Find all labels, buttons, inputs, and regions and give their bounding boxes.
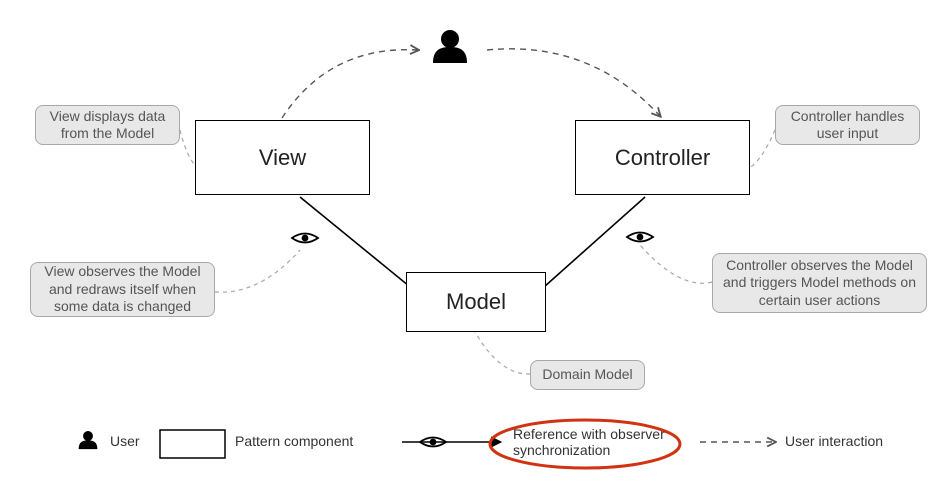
arrow-controller-to-model-eye-icon (627, 233, 653, 242)
mvc-diagram: View Controller Model View displays data fr… (0, 0, 950, 503)
legend-ref-wrap: Reference with observer synchronization (513, 426, 678, 458)
diagram-svg (0, 0, 950, 503)
legend-user-label: User (110, 433, 140, 449)
callout-ctrl_top-text: Controller handles user input (786, 108, 909, 143)
legend-pattern-wrap: Pattern component (235, 433, 353, 449)
node-model-label: Model (446, 289, 506, 315)
arrow-view-to-user (282, 50, 418, 118)
legend-userint-wrap: User interaction (785, 433, 883, 449)
legend-pattern-box (160, 430, 225, 458)
legend-ref-label: Reference with observer synchronization (513, 426, 678, 458)
legend-user-wrap: User (110, 433, 140, 449)
legend-userint-label: User interaction (785, 433, 883, 449)
arrow-user-to-controller (487, 49, 660, 116)
legend-pattern-label: Pattern component (235, 433, 353, 449)
callout-leader-ctrl_bottom (640, 245, 712, 283)
callout-ctrl_top: Controller handles user input (775, 105, 920, 145)
callout-view_top-text: View displays data from the Model (46, 108, 169, 143)
callout-ctrl_bottom: Controller observes the Model and trigge… (712, 253, 927, 313)
user-icon (433, 30, 467, 63)
arrow-view-to-model (300, 197, 420, 295)
legend-user-icon (79, 431, 98, 449)
callout-domain: Domain Model (530, 360, 645, 390)
callout-ctrl_bottom-text: Controller observes the Model and trigge… (723, 257, 916, 310)
callout-view_bottom-text: View observes the Model and redraws itse… (41, 263, 204, 316)
arrow-view-to-model-eye-icon (292, 234, 318, 243)
callout-view_bottom: View observes the Model and redraws itse… (30, 262, 215, 317)
node-view: View (195, 120, 370, 195)
node-view-label: View (259, 145, 306, 171)
callout-view_top: View displays data from the Model (35, 105, 180, 145)
callout-domain-text: Domain Model (542, 366, 632, 384)
node-controller: Controller (575, 120, 750, 195)
callout-leader-domain (475, 332, 530, 374)
node-controller-label: Controller (615, 145, 710, 171)
arrow-controller-to-model (535, 197, 645, 295)
callout-leader-view_bottom (215, 250, 300, 292)
node-model: Model (406, 272, 546, 332)
